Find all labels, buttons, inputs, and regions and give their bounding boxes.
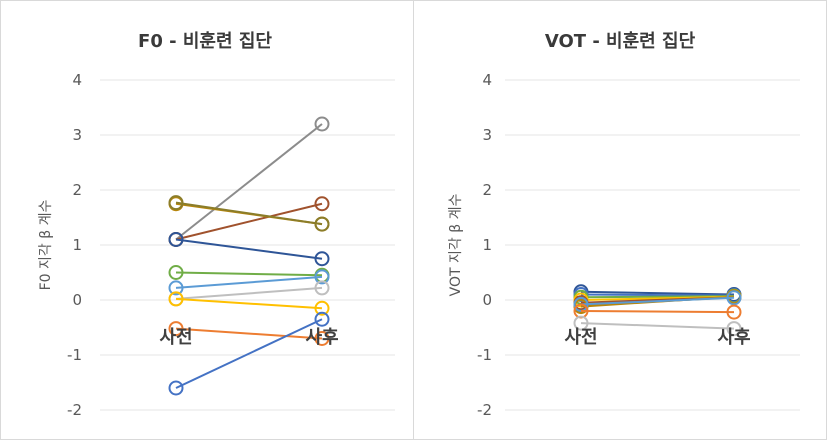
vot-chart-title: VOT - 비훈련 집단 [545,30,696,52]
f0-data-point [314,280,330,296]
f0-data-point [168,321,184,337]
vot-plot-area: 4 3 2 1 0 -1 -2 사전 사후 [477,71,800,419]
vot-series-line [580,310,735,314]
f0-data-point [314,331,330,346]
vot-data-point [726,290,742,306]
f0-category-label: 사후 [305,327,338,348]
vot-data-point [573,315,589,331]
f0-series-line [175,201,323,226]
vot-y-tick-label: 1 [482,236,492,254]
f0-data-point [168,291,184,307]
f0-plot-area: 4 3 2 1 0 -1 -2 사전 사후 [67,71,395,419]
f0-y-tick-label: 4 [72,71,82,89]
f0-series-line [175,327,323,340]
f0-data-point [168,195,184,211]
f0-series-line [175,318,323,389]
f0-data-point [314,269,330,285]
vot-y-tick-label: -2 [477,401,492,419]
f0-series-line [175,123,323,241]
f0-data-point [314,311,330,327]
f0-data-point [314,196,330,212]
vot-y-tick-label: 4 [482,71,492,89]
f0-series-line [175,286,323,300]
f0-series-line [175,238,323,260]
f0-category-label: 사전 [159,327,192,348]
vot-series-line [580,322,735,330]
f0-data-point [168,265,184,280]
vot-category-label: 사전 [564,327,597,348]
f0-data-point [314,300,330,316]
f0-data-point [168,380,184,396]
vot-y-axis-label: VOT 지각 β 계수 [448,194,464,297]
f0-data-point [168,232,184,247]
f0-series-line [175,297,323,310]
vot-category-label: 사후 [717,327,750,348]
f0-data-point [314,251,330,267]
f0-data-point [314,216,330,232]
f0-y-tick-label: 3 [72,126,82,144]
vot-y-tick-label: 2 [482,181,492,199]
f0-series-line [175,271,323,277]
f0-y-tick-label: 0 [72,291,82,309]
vot-panel-frame [413,0,827,440]
f0-y-tick-label: -2 [67,401,82,419]
f0-panel-frame [0,0,414,440]
f0-series-line [175,275,323,289]
f0-y-tick-label: 1 [72,236,82,254]
f0-data-point [314,116,330,132]
vot-data-point [573,296,589,312]
vot-y-tick-label: -1 [477,346,492,364]
f0-chart-title: F0 - 비훈련 집단 [138,30,272,52]
f0-y-tick-label: 2 [72,181,82,199]
vot-y-tick-label: 3 [482,126,492,144]
vot-data-point [726,321,742,337]
f0-y-axis-label: F0 지각 β 계수 [38,199,54,290]
f0-series-line [175,202,323,241]
f0-data-point [168,280,184,296]
vot-y-tick-label: 0 [482,291,492,309]
vot-series-line [580,296,735,306]
vot-series-line [580,290,735,296]
f0-y-tick-label: -1 [67,346,82,364]
vot-data-point [726,304,742,320]
